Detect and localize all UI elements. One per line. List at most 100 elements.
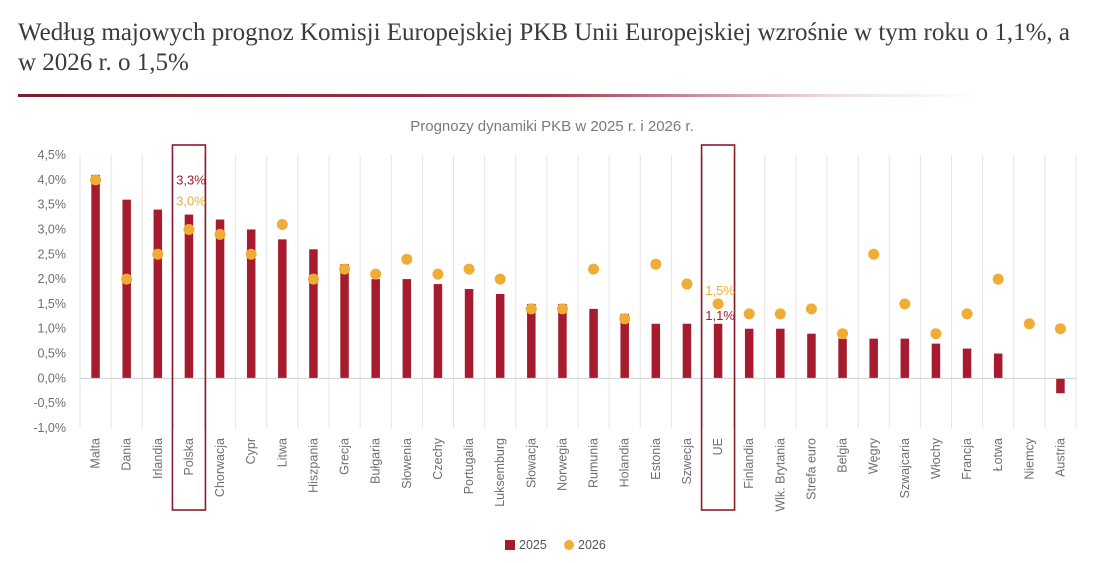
y-tick-label: 4,0% bbox=[38, 173, 67, 187]
category-label: Węgry bbox=[867, 437, 881, 474]
category-label: Litwa bbox=[275, 438, 289, 467]
bar-2025 bbox=[682, 323, 692, 379]
chart-grid bbox=[79, 155, 1077, 428]
dot-2026 bbox=[121, 273, 133, 285]
y-tick-label: 1,5% bbox=[38, 297, 67, 311]
dot-2026 bbox=[90, 174, 102, 186]
bar-2025 bbox=[340, 264, 349, 379]
category-label: Irlandia bbox=[151, 438, 165, 479]
y-tick-label: -0,5% bbox=[33, 396, 66, 410]
dot-2026 bbox=[432, 268, 444, 280]
bar-2025 bbox=[215, 219, 225, 379]
category-label: Grecja bbox=[338, 438, 352, 475]
category-label: Łotwa bbox=[991, 438, 1005, 471]
category-label: Włochy bbox=[929, 437, 943, 479]
annotations: 3,3% 3,0% 1,1% 1,5% bbox=[176, 173, 735, 323]
dot-2026 bbox=[899, 298, 911, 310]
dot-2026 bbox=[463, 263, 475, 275]
dot-2026 bbox=[1023, 318, 1035, 330]
category-label: Rumunia bbox=[587, 438, 601, 488]
category-label: Słowenia bbox=[400, 438, 414, 489]
category-label: Niemcy bbox=[1022, 437, 1036, 479]
dot-2026 bbox=[1054, 323, 1066, 335]
y-tick-label: 3,5% bbox=[38, 198, 67, 212]
bar-2025 bbox=[900, 338, 910, 379]
category-label: Estonia bbox=[649, 438, 663, 480]
dot-2026 bbox=[183, 223, 195, 235]
dot-2026 bbox=[712, 298, 724, 310]
bar-2025 bbox=[527, 303, 536, 379]
annotation-2025: 1,1% bbox=[705, 308, 735, 323]
bar-2025 bbox=[776, 328, 785, 379]
dot-2026 bbox=[930, 328, 942, 340]
y-tick-label: 1,0% bbox=[38, 322, 67, 336]
category-label: UE bbox=[711, 438, 725, 455]
bar-2025 bbox=[620, 313, 629, 379]
annotation-2026: 3,0% bbox=[176, 194, 206, 209]
annotation-2026: 1,5% bbox=[705, 283, 735, 298]
dot-2026 bbox=[307, 273, 319, 285]
dot-2026 bbox=[494, 273, 506, 285]
category-label: Francja bbox=[960, 438, 974, 480]
category-label: Szwajcaria bbox=[898, 438, 912, 498]
category-label: Belgia bbox=[836, 438, 850, 473]
dot-2026 bbox=[152, 248, 164, 260]
dot-2026 bbox=[339, 263, 351, 275]
y-tick-label: 2,5% bbox=[38, 247, 67, 261]
dot-2026 bbox=[681, 278, 693, 290]
bar-2025 bbox=[309, 249, 318, 379]
bar-2025 bbox=[558, 303, 567, 379]
category-label: Bułgaria bbox=[369, 438, 383, 484]
x-axis-labels: Malta Dania Irlandia Polska Chorwacja Cypr Lit… bbox=[89, 437, 1068, 511]
bar-2025 bbox=[402, 279, 412, 379]
highlight-box bbox=[700, 144, 736, 511]
legend-swatch-2026 bbox=[564, 540, 574, 550]
legend: 2025 2026 bbox=[505, 538, 606, 552]
y-axis: 4,5% 4,0% 3,5% 3,0% 2,5% 2,0% 1,5% 1,0% 0,5% 0,0%… bbox=[33, 148, 66, 435]
category-label: Czechy bbox=[431, 437, 445, 479]
highlight-box bbox=[171, 144, 207, 511]
category-label: Polska bbox=[182, 438, 196, 476]
y-tick-label: 0,5% bbox=[38, 347, 67, 361]
dot-2026 bbox=[837, 328, 849, 340]
bar-2025 bbox=[589, 308, 598, 379]
legend-label-2025: 2025 bbox=[519, 538, 547, 552]
bar-2025 bbox=[744, 328, 754, 379]
bar-2025 bbox=[807, 333, 816, 379]
dot-2026 bbox=[588, 263, 600, 275]
dot-2026 bbox=[370, 268, 382, 280]
bar-2025 bbox=[869, 338, 878, 379]
bar-2025 bbox=[371, 279, 380, 379]
bar-2025 bbox=[838, 338, 847, 379]
bar-2025 bbox=[278, 239, 287, 379]
dot-2026 bbox=[805, 303, 817, 315]
y-tick-label: 3,0% bbox=[38, 222, 67, 236]
dot-2026 bbox=[619, 313, 631, 325]
y-tick-label: 4,5% bbox=[38, 148, 67, 162]
bar-2025 bbox=[91, 174, 100, 379]
dot-2026 bbox=[245, 248, 257, 260]
category-label: Dania bbox=[120, 438, 134, 471]
y-tick-label: 0,0% bbox=[38, 371, 67, 385]
dot-2026 bbox=[401, 253, 413, 265]
bar-2025 bbox=[495, 293, 505, 379]
bar-2025 bbox=[1056, 378, 1065, 394]
dot-2026 bbox=[556, 303, 568, 315]
category-label: Cypr bbox=[244, 438, 258, 464]
bar-2025 bbox=[651, 323, 661, 379]
category-label: Finlandia bbox=[742, 438, 756, 489]
highlight-boxes bbox=[171, 144, 736, 511]
legend-swatch-2025 bbox=[505, 540, 515, 550]
bar-2025 bbox=[931, 343, 941, 379]
bar-2025 bbox=[184, 214, 194, 379]
category-label: Słowacja bbox=[524, 438, 538, 488]
category-label: Portugalia bbox=[462, 438, 476, 494]
bar-2025 bbox=[122, 199, 131, 379]
title-divider bbox=[18, 94, 978, 97]
category-label: Strefa euro bbox=[804, 438, 818, 500]
dot-2026 bbox=[961, 308, 973, 320]
category-label: Wlk. Brytania bbox=[773, 438, 787, 512]
annotation-2025: 3,3% bbox=[176, 173, 206, 188]
dot-2026 bbox=[992, 273, 1004, 285]
